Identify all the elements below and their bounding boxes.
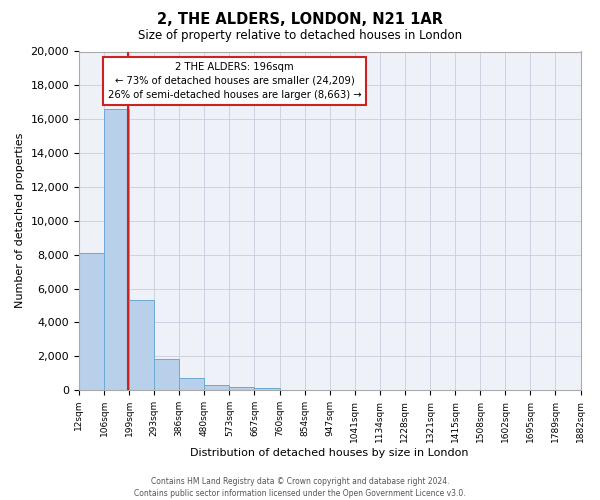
Text: Contains HM Land Registry data © Crown copyright and database right 2024.
Contai: Contains HM Land Registry data © Crown c…: [134, 476, 466, 498]
Bar: [79, 253, 104, 390]
Bar: [179, 378, 205, 390]
X-axis label: Distribution of detached houses by size in London: Distribution of detached houses by size …: [190, 448, 469, 458]
Bar: [229, 386, 254, 390]
Bar: [104, 109, 129, 390]
Bar: [129, 300, 154, 390]
Y-axis label: Number of detached properties: Number of detached properties: [15, 133, 25, 308]
Text: 2 THE ALDERS: 196sqm
← 73% of detached houses are smaller (24,209)
26% of semi-d: 2 THE ALDERS: 196sqm ← 73% of detached h…: [107, 62, 361, 100]
Bar: [154, 359, 179, 390]
Text: 2, THE ALDERS, LONDON, N21 1AR: 2, THE ALDERS, LONDON, N21 1AR: [157, 12, 443, 28]
Bar: [205, 385, 229, 390]
Text: Size of property relative to detached houses in London: Size of property relative to detached ho…: [138, 29, 462, 42]
Bar: [254, 388, 280, 390]
